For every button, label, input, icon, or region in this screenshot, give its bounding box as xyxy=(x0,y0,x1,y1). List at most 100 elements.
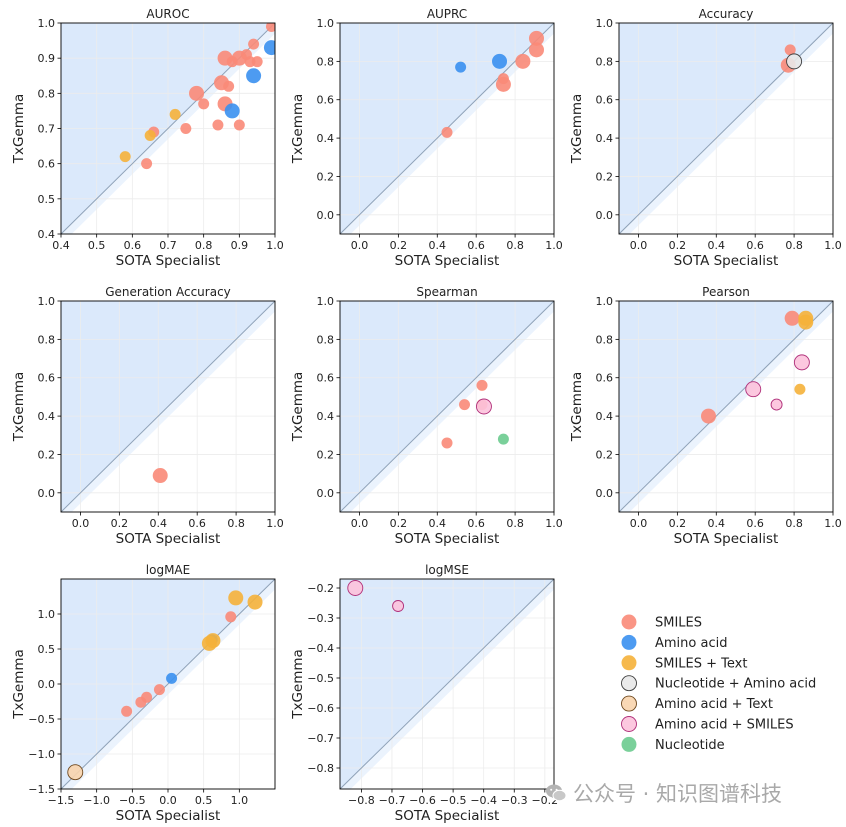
chart-title: Pearson xyxy=(702,285,750,299)
data-point xyxy=(497,433,509,445)
y-tick-label: 0.6 xyxy=(317,94,335,107)
y-tick-label: 0.2 xyxy=(596,170,614,183)
panel-spearman: 0.0 0.2 0.4 0.6 0.8 1.0 0.0 0.2 0.4 0.6 0.8 1.0 Spea… xyxy=(290,285,563,547)
x-tick-label: 1.0 xyxy=(231,794,249,807)
plot-area xyxy=(619,301,833,512)
legend-label: SMILES xyxy=(655,616,702,631)
chart-title: AUPRC xyxy=(427,7,467,21)
data-point xyxy=(392,600,405,612)
data-point xyxy=(476,379,488,391)
x-tick-label: 0.8 xyxy=(506,239,524,252)
x-tick-label: −0.8 xyxy=(348,794,375,807)
y-tick-label: 0.6 xyxy=(596,94,614,107)
y-tick-label: 0.8 xyxy=(317,55,335,68)
x-tick-label: 0.0 xyxy=(159,794,177,807)
x-tick-label: 0.6 xyxy=(467,517,485,530)
y-tick-label: −0.3 xyxy=(307,612,334,625)
data-point xyxy=(246,68,262,84)
y-tick-label: 0.5 xyxy=(38,193,56,206)
y-tick-label: 0.6 xyxy=(38,158,56,171)
y-tick-label: −0.4 xyxy=(307,642,334,655)
plot-frame xyxy=(618,22,834,235)
data-point xyxy=(347,580,364,596)
plot-area xyxy=(619,23,833,234)
x-tick-label: 0.6 xyxy=(467,239,485,252)
data-point xyxy=(455,61,467,73)
data-point xyxy=(223,80,235,92)
watermark: 公众号 · 知识图谱科技 xyxy=(545,778,782,808)
data-point xyxy=(745,381,762,398)
panel-logmae: −1.5 −1.0 −0.5 0.0 0.5 1.0 −1.5 −1.0 −0.5 0.0 0.5 1… xyxy=(11,563,276,824)
x-tick-label: −0.4 xyxy=(470,794,497,807)
data-point xyxy=(528,42,544,58)
y-tick-label: 1.0 xyxy=(596,295,614,308)
x-tick-label: 1.0 xyxy=(824,517,842,530)
y-tick-label: 0.4 xyxy=(596,132,614,145)
y-tick-label: 0.4 xyxy=(317,410,335,423)
legend-label: Nucleotide + Amino acid xyxy=(655,677,816,692)
x-tick-label: −1.5 xyxy=(48,794,75,807)
x-tick-label: 0.8 xyxy=(785,517,803,530)
x-tick-label: 0.4 xyxy=(150,517,168,530)
legend-marker xyxy=(621,716,637,732)
x-tick-label: 0.4 xyxy=(52,239,70,252)
y-axis-label: TxGemma xyxy=(569,94,585,165)
data-point xyxy=(248,38,260,50)
y-tick-label: 1.0 xyxy=(38,17,56,30)
y-axis-label: TxGemma xyxy=(11,94,27,165)
y-tick-label: 0.2 xyxy=(596,448,614,461)
legend-marker xyxy=(621,736,637,752)
legend-marker xyxy=(621,655,637,671)
y-tick-label: 0.8 xyxy=(38,333,56,346)
data-point xyxy=(144,130,156,142)
panel-logmse: −0.8 −0.7 −0.6 −0.5 −0.4 −0.3 −0.2−0.8−0.7−0.6… xyxy=(290,563,558,824)
y-tick-label: −0.5 xyxy=(28,713,55,726)
y-tick-label: 0.7 xyxy=(38,123,56,136)
x-axis-label: SOTA Specialist xyxy=(674,253,779,269)
data-point xyxy=(459,399,471,411)
x-axis-label: SOTA Specialist xyxy=(395,253,500,269)
chart-title: AUROC xyxy=(146,7,189,21)
data-point xyxy=(233,119,245,131)
plot-area xyxy=(340,23,554,234)
x-axis-label: SOTA Specialist xyxy=(116,253,221,269)
x-tick-label: 0.6 xyxy=(746,517,764,530)
data-point xyxy=(784,310,800,326)
data-point xyxy=(492,53,508,69)
x-tick-label: 0.8 xyxy=(506,517,524,530)
x-tick-label: 0.0 xyxy=(630,239,648,252)
data-point xyxy=(441,126,453,138)
data-point xyxy=(476,398,492,415)
y-tick-label: 0.2 xyxy=(38,448,56,461)
x-tick-label: 0.2 xyxy=(390,517,408,530)
data-point xyxy=(794,383,806,395)
x-tick-label: 1.0 xyxy=(545,239,563,252)
plot-area xyxy=(61,301,275,512)
plot-area xyxy=(340,579,554,789)
x-tick-label: −0.3 xyxy=(501,794,528,807)
wechat-icon xyxy=(546,784,567,802)
plot-frame xyxy=(339,578,555,790)
x-tick-label: 0.2 xyxy=(669,517,687,530)
x-tick-label: 0.6 xyxy=(124,239,142,252)
x-tick-label: 0.4 xyxy=(708,517,726,530)
x-tick-label: 0.9 xyxy=(231,239,249,252)
y-tick-label: 0.2 xyxy=(317,170,335,183)
data-point xyxy=(205,633,221,649)
x-tick-label: −1.0 xyxy=(83,794,110,807)
plot-area xyxy=(61,23,275,234)
y-tick-label: −0.6 xyxy=(307,702,334,715)
y-tick-label: −0.2 xyxy=(307,582,334,595)
parity-line xyxy=(61,301,275,512)
y-axis-label: TxGemma xyxy=(11,372,27,443)
x-tick-label: 0.8 xyxy=(195,239,213,252)
data-point xyxy=(212,119,224,131)
data-point xyxy=(244,56,256,68)
data-point xyxy=(135,696,147,708)
y-tick-label: 0.6 xyxy=(596,372,614,385)
x-axis-label: SOTA Specialist xyxy=(395,531,500,547)
panel-pearson: 0.0 0.2 0.4 0.6 0.8 1.0 0.0 0.2 0.4 0.6 0.8 1.0 Pear… xyxy=(569,285,842,547)
x-axis-label: SOTA Specialist xyxy=(395,808,500,824)
x-tick-label: −0.5 xyxy=(119,794,146,807)
